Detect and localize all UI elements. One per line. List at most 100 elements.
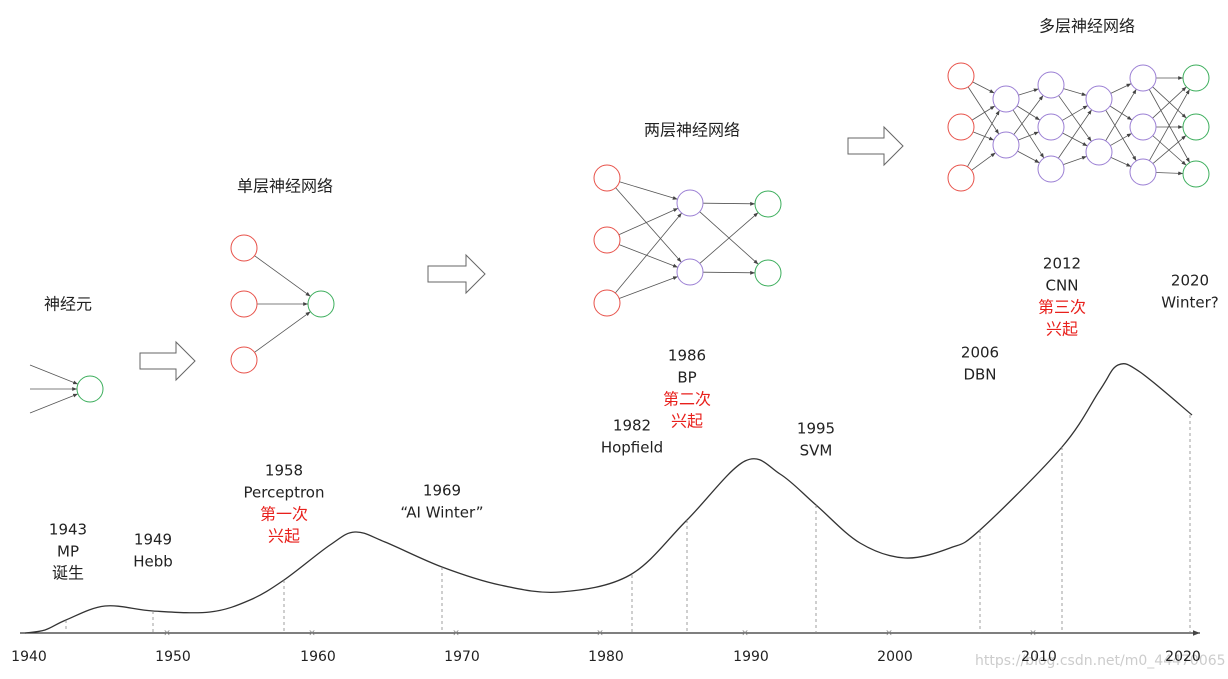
- edge: [29, 364, 79, 385]
- axis-label: 1950: [155, 649, 191, 665]
- axis-label: 1980: [588, 649, 624, 665]
- event-highlight: 兴起: [1046, 320, 1078, 339]
- neuron: [76, 375, 104, 403]
- edge: [1148, 89, 1191, 163]
- edge: [1058, 95, 1092, 142]
- axis-label: 2020: [1165, 649, 1201, 665]
- edge: [1110, 157, 1132, 167]
- edge: [618, 207, 679, 236]
- edge: [1013, 95, 1044, 135]
- event-label: Hopfield: [601, 439, 663, 457]
- edge: [1109, 105, 1133, 121]
- trend-curve: [24, 363, 1193, 634]
- axis-label: 2010: [1021, 649, 1057, 665]
- event-highlight: 兴起: [671, 412, 703, 431]
- neuron: [230, 346, 258, 374]
- neuron: [1037, 71, 1065, 99]
- edge: [971, 105, 996, 121]
- event-label: MP: [57, 543, 79, 561]
- edge: [702, 201, 756, 206]
- neuron: [1129, 158, 1157, 186]
- edge: [971, 152, 996, 171]
- neuron: [593, 164, 621, 192]
- neuron: [947, 164, 975, 192]
- edge: [967, 86, 1000, 135]
- neuron: [676, 258, 704, 286]
- edge: [1063, 155, 1087, 166]
- neuron: [947, 62, 975, 90]
- axis-label: 2000: [877, 649, 913, 665]
- neuron: [1037, 155, 1065, 183]
- neuron: [230, 234, 258, 262]
- event-label: 诞生: [52, 564, 84, 583]
- edge: [972, 81, 995, 94]
- edge: [614, 212, 683, 294]
- edge: [1105, 109, 1137, 162]
- edge: [1152, 135, 1187, 166]
- edge: [254, 255, 311, 297]
- edge: [1058, 109, 1092, 159]
- event-highlight: 第三次: [1038, 298, 1086, 317]
- edge: [1017, 131, 1040, 141]
- axis-label: 1960: [300, 649, 336, 665]
- event-label: DBN: [963, 366, 996, 384]
- event-label: SVM: [800, 442, 833, 460]
- edge: [967, 110, 1000, 167]
- event-year: 1949: [134, 531, 172, 549]
- event-label: CNN: [1046, 277, 1079, 295]
- event-label: BP: [677, 369, 696, 387]
- neuron: [307, 290, 335, 318]
- event-label: “AI Winter”: [400, 504, 483, 522]
- edge: [615, 187, 682, 263]
- title: 多层神经网络: [1039, 17, 1135, 36]
- event-highlight: 第一次: [260, 505, 308, 524]
- edge: [1018, 88, 1039, 96]
- event-label: Winter?: [1161, 294, 1218, 312]
- neuron: [754, 259, 782, 287]
- axis-tick: ×: [596, 629, 604, 639]
- edge: [1155, 171, 1184, 176]
- axis-tick: ×: [163, 629, 171, 639]
- event-year: 1943: [49, 521, 87, 539]
- event-label: Perceptron: [244, 484, 325, 502]
- title: 单层神经网络: [237, 177, 333, 196]
- edge: [702, 270, 756, 275]
- arrows: [139, 125, 904, 382]
- axis-tick: ×: [741, 629, 749, 639]
- title: 神经元: [44, 295, 92, 314]
- neuron: [676, 189, 704, 217]
- neuron: [1085, 85, 1113, 113]
- edge: [1110, 83, 1132, 94]
- edge: [1105, 88, 1137, 142]
- edge: [1062, 105, 1088, 121]
- edge: [1063, 88, 1087, 96]
- edge: [619, 276, 678, 299]
- axis-label: 1970: [444, 649, 480, 665]
- axis-tick: ×: [308, 629, 316, 639]
- event-year: 1958: [265, 462, 303, 480]
- neuron: [230, 290, 258, 318]
- edge: [1062, 132, 1088, 147]
- event-year: 2006: [961, 344, 999, 362]
- edge: [1149, 89, 1190, 161]
- edge: [1110, 133, 1132, 146]
- axis-tick: ×: [1029, 629, 1037, 639]
- event-year: 1995: [797, 420, 835, 438]
- event-highlight: 第二次: [663, 390, 711, 409]
- edge: [29, 393, 79, 414]
- neuron: [947, 113, 975, 141]
- neuron: [992, 131, 1020, 159]
- edge: [1016, 105, 1041, 121]
- neuron: [593, 289, 621, 317]
- event-year: 2020: [1171, 272, 1209, 290]
- edge: [699, 212, 759, 264]
- edge: [618, 244, 679, 268]
- event-year: 1986: [668, 347, 706, 365]
- neuron: [754, 190, 782, 218]
- neuron: [1037, 113, 1065, 141]
- edge: [1017, 150, 1040, 164]
- event-label: Hebb: [133, 553, 173, 571]
- neuron: [1182, 160, 1210, 188]
- edge: [1152, 135, 1187, 164]
- neuron: [1085, 138, 1113, 166]
